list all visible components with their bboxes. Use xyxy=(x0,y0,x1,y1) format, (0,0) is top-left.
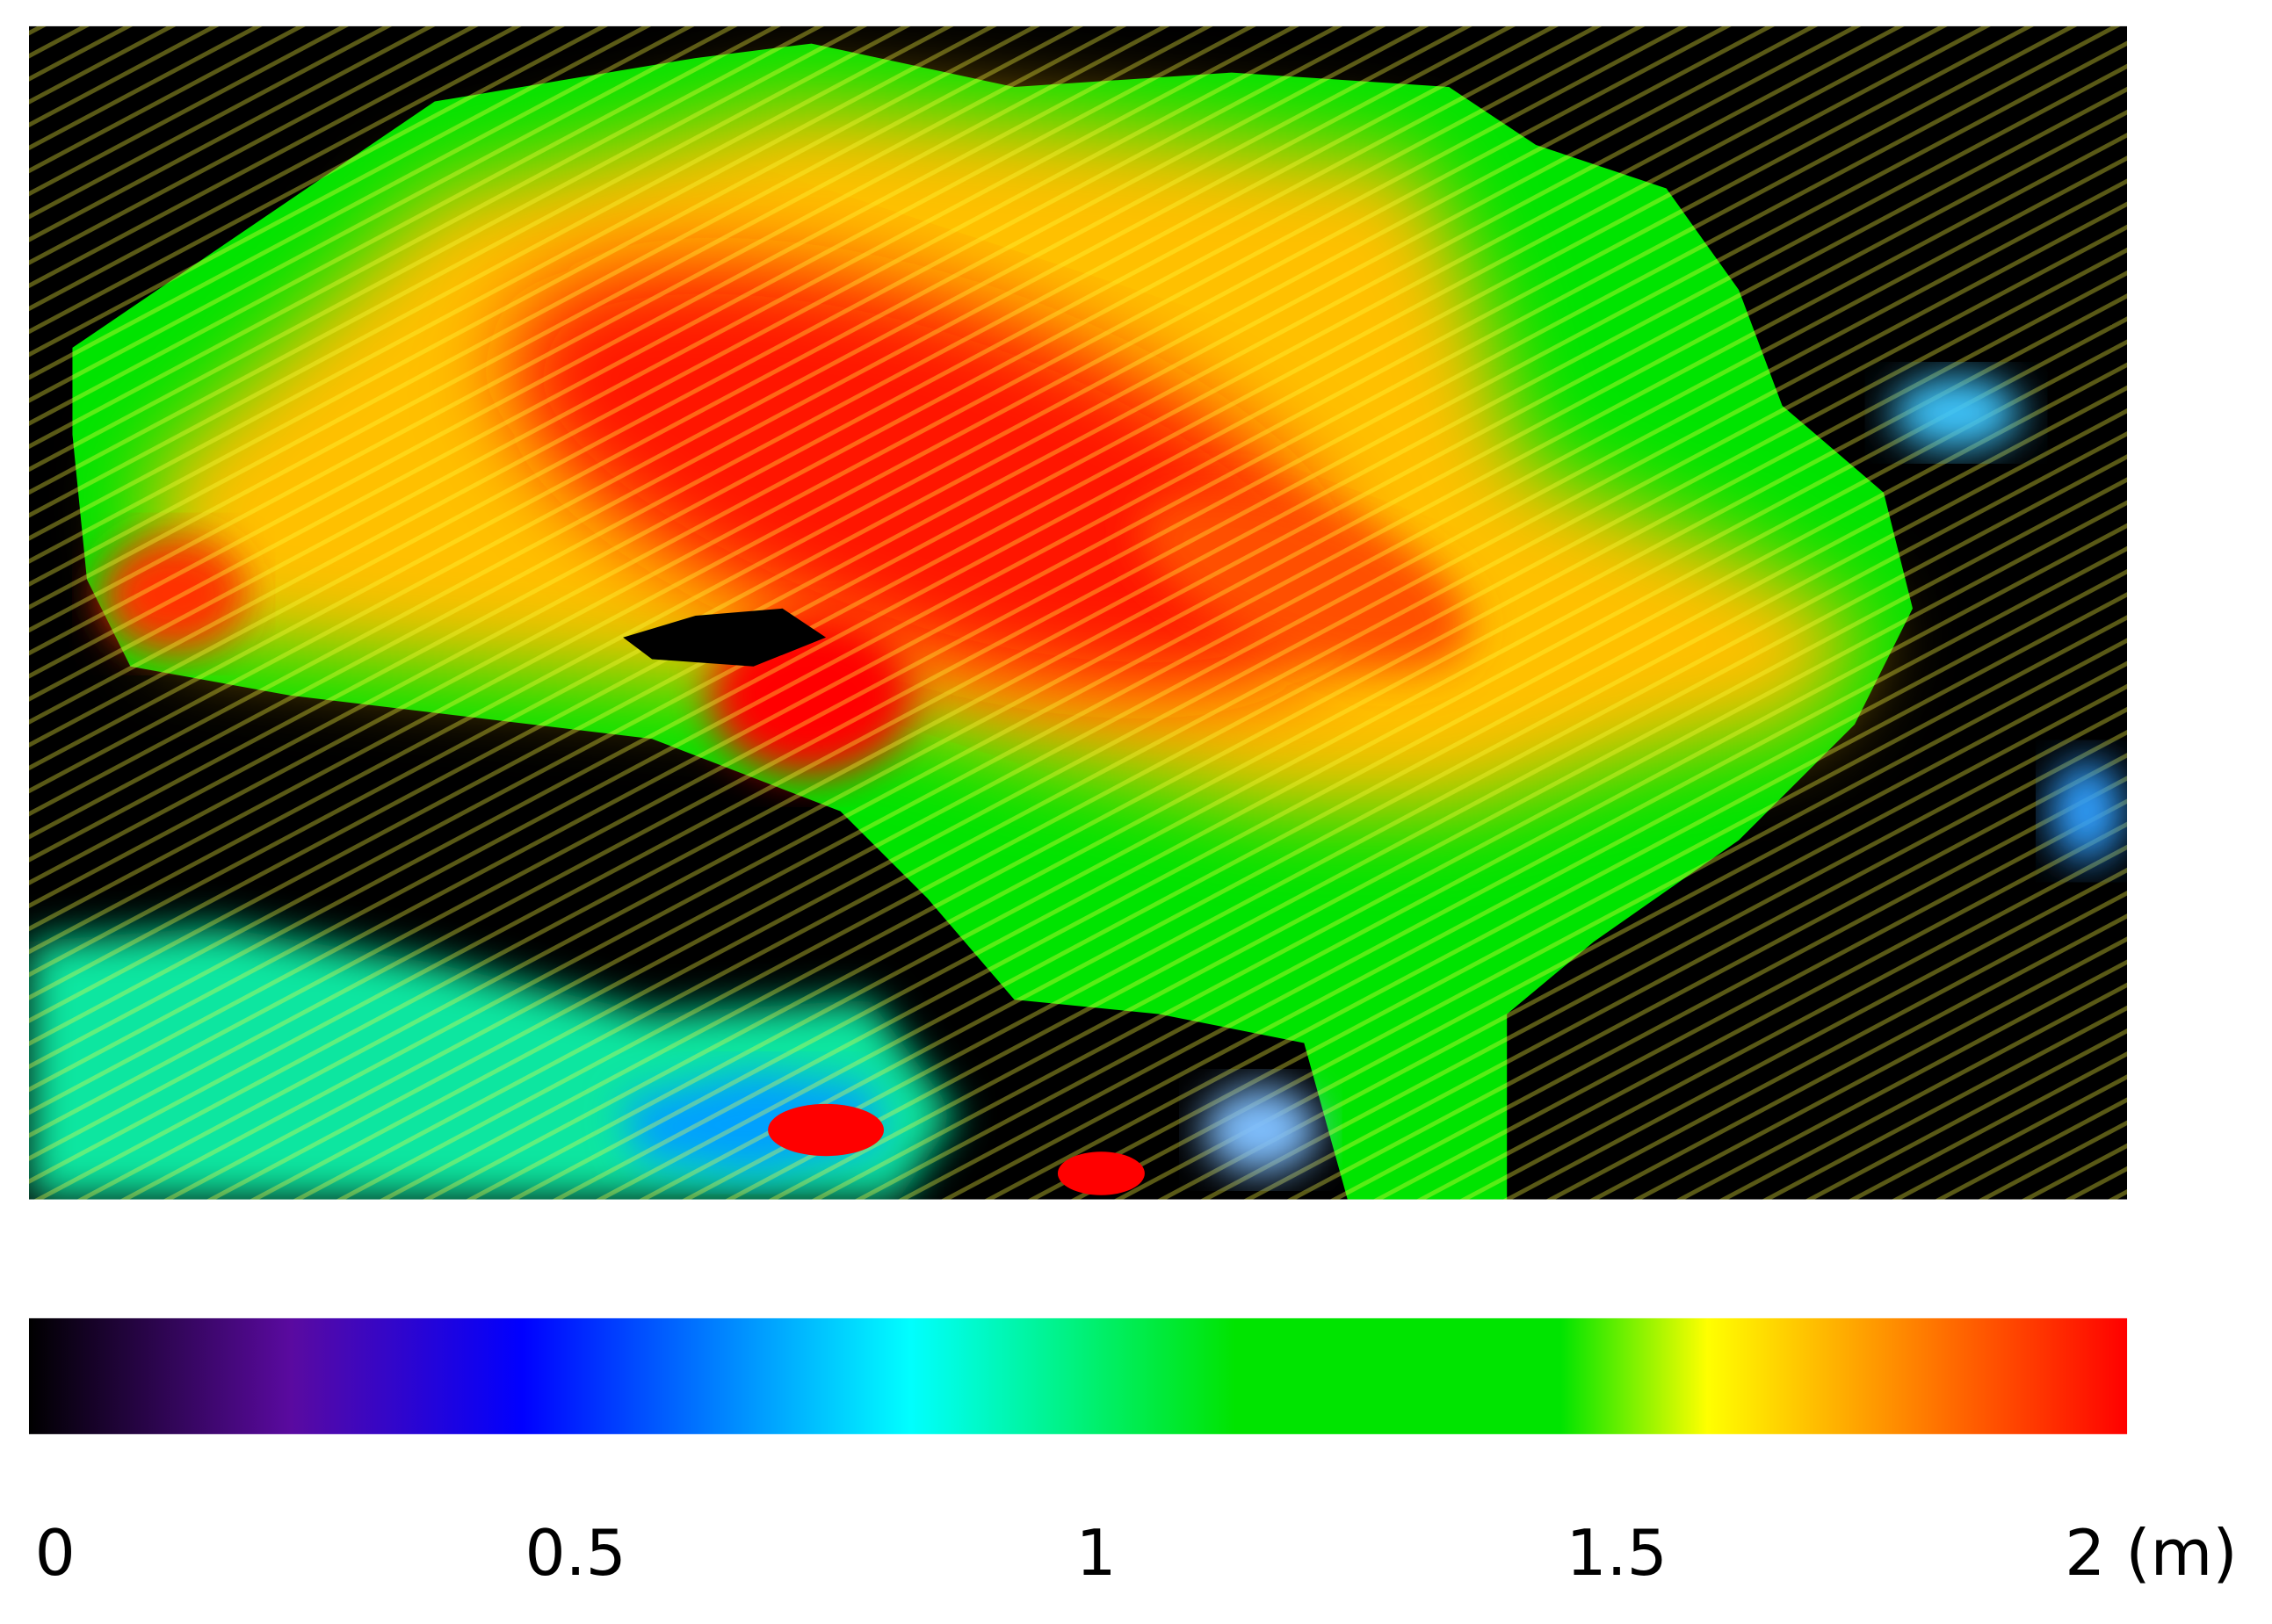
tick-label: 1 xyxy=(1076,1517,1117,1591)
low-patch xyxy=(1202,1086,1319,1173)
canopy-tallest xyxy=(768,1103,885,1157)
tick-label: 1.5 xyxy=(1566,1517,1667,1591)
flight-lines xyxy=(28,25,2128,1200)
gap xyxy=(623,608,827,667)
colorbar xyxy=(28,1317,2128,1434)
isolated-tree xyxy=(1891,376,2022,450)
tick-label: 0.5 xyxy=(525,1517,626,1591)
height-map xyxy=(28,25,2128,1200)
canopy-tallest xyxy=(1057,1151,1145,1195)
isolated-tree xyxy=(2050,760,2124,863)
tick-label: 2 (m) xyxy=(2065,1517,2238,1591)
tick-label: 0 xyxy=(35,1517,76,1591)
